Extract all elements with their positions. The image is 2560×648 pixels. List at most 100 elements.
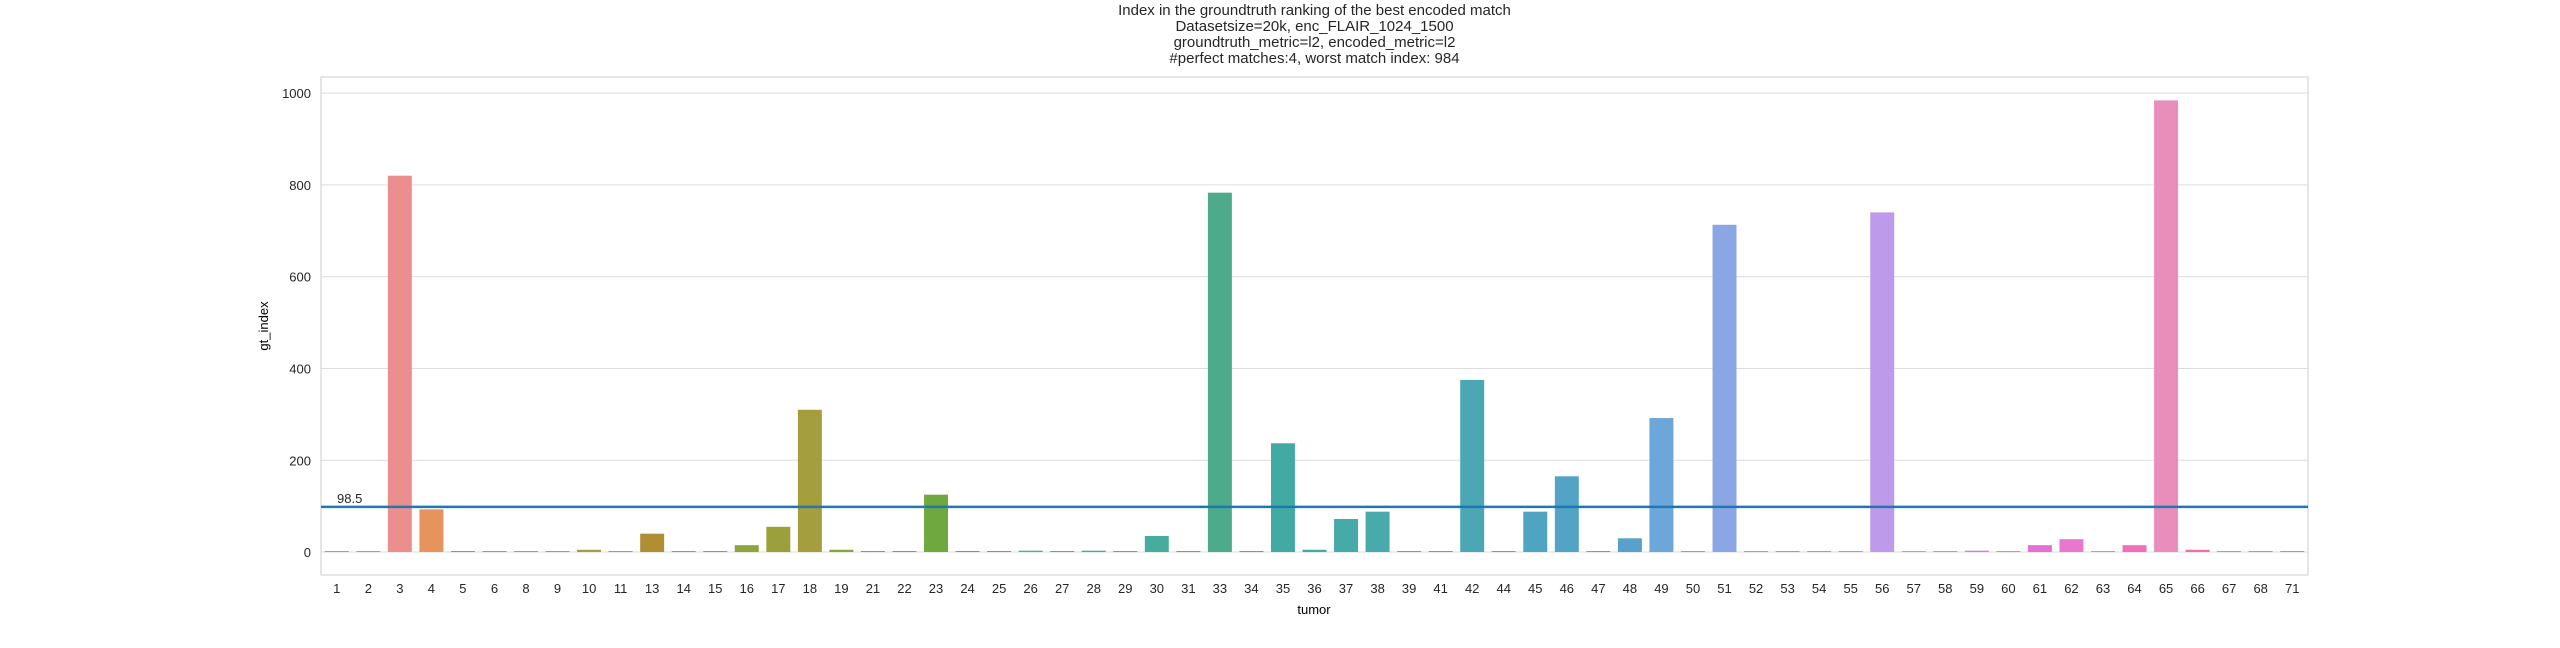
- x-tick-label: 62: [2064, 581, 2078, 596]
- bar-66: [2185, 549, 2210, 553]
- x-tick-label: 2: [365, 581, 372, 596]
- bar-53: [1775, 551, 1800, 553]
- bar-57: [1901, 551, 1926, 553]
- chart-title-line: Datasetsize=20k, enc_FLAIR_1024_1500: [1175, 18, 1453, 35]
- x-tick-label: 3: [396, 581, 403, 596]
- x-tick-label: 41: [1433, 581, 1447, 596]
- x-tick-label: 37: [1339, 581, 1353, 596]
- bar-55: [1838, 551, 1863, 553]
- bar-47: [1586, 551, 1611, 553]
- x-tick-label: 65: [2159, 581, 2173, 596]
- bar-10: [577, 549, 602, 553]
- x-tick-label: 6: [491, 581, 498, 596]
- x-tick-label: 27: [1055, 581, 1069, 596]
- bar-34: [1239, 551, 1264, 553]
- x-tick-label: 51: [1717, 581, 1731, 596]
- x-tick-label: 1: [333, 581, 340, 596]
- x-tick-label: 58: [1938, 581, 1952, 596]
- bar-54: [1807, 551, 1832, 553]
- x-tick-label: 71: [2285, 581, 2299, 596]
- bar-4: [419, 509, 444, 553]
- bars: [324, 100, 2305, 553]
- bar-27: [1050, 551, 1075, 553]
- x-tick-label: 54: [1812, 581, 1826, 596]
- x-axis-label: tumor: [1297, 602, 1331, 617]
- x-tick-label: 35: [1276, 581, 1290, 596]
- x-tick-label: 68: [2253, 581, 2267, 596]
- x-tick-label: 21: [866, 581, 880, 596]
- x-tick-label: 10: [582, 581, 596, 596]
- x-tick-label: 44: [1497, 581, 1511, 596]
- chart-title-line: Index in the groundtruth ranking of the …: [1118, 2, 1511, 19]
- x-tick-label: 56: [1875, 581, 1889, 596]
- x-tick-label: 31: [1181, 581, 1195, 596]
- x-tick-label: 30: [1150, 581, 1164, 596]
- bar-62: [2059, 539, 2084, 553]
- y-tick-label: 0: [304, 545, 311, 560]
- x-tick-label: 15: [708, 581, 722, 596]
- x-tick-label: 61: [2033, 581, 2047, 596]
- bar-16: [734, 545, 759, 553]
- x-tick-label: 4: [428, 581, 435, 596]
- bar-13: [640, 533, 665, 553]
- bar-50: [1680, 551, 1705, 553]
- x-tick-label: 19: [834, 581, 848, 596]
- bar-37: [1334, 519, 1359, 553]
- x-tick-label: 22: [897, 581, 911, 596]
- x-tick-label: 47: [1591, 581, 1605, 596]
- x-tick-label: 60: [2001, 581, 2015, 596]
- bar-44: [1491, 551, 1516, 553]
- x-tick-label: 63: [2096, 581, 2110, 596]
- x-tick-label: 57: [1907, 581, 1921, 596]
- bar-28: [1081, 550, 1106, 553]
- bar-6: [482, 551, 507, 553]
- bar-45: [1523, 511, 1548, 553]
- x-tick-label: 48: [1623, 581, 1637, 596]
- y-tick-labels: 0 200 400 600 800 1000: [282, 86, 311, 560]
- bar-52: [1744, 551, 1769, 553]
- bar-25: [987, 551, 1012, 553]
- x-tick-labels: 1 2 3 4 5 6 8 9 10 11 13 14 15 16 17 18 19 21 22 23 24 25 26 27…: [333, 581, 2299, 596]
- x-tick-label: 17: [771, 581, 785, 596]
- x-tick-label: 8: [522, 581, 529, 596]
- y-tick-label: 1000: [282, 86, 311, 101]
- bar-18: [797, 409, 822, 553]
- x-tick-label: 52: [1749, 581, 1763, 596]
- bar-51: [1712, 224, 1737, 553]
- x-tick-label: 5: [459, 581, 466, 596]
- x-tick-label: 29: [1118, 581, 1132, 596]
- bar-67: [2217, 551, 2242, 553]
- bar-63: [2091, 551, 2115, 553]
- bar-68: [2248, 551, 2273, 553]
- x-tick-label: 13: [645, 581, 659, 596]
- x-tick-label: 25: [992, 581, 1006, 596]
- x-tick-label: 49: [1654, 581, 1668, 596]
- x-tick-label: 14: [676, 581, 690, 596]
- x-tick-label: 42: [1465, 581, 1479, 596]
- x-tick-label: 53: [1780, 581, 1794, 596]
- x-tick-label: 34: [1244, 581, 1258, 596]
- x-tick-label: 45: [1528, 581, 1542, 596]
- bar-58: [1933, 551, 1958, 553]
- bar-11: [608, 551, 633, 553]
- bar-2: [356, 551, 381, 553]
- bar-8: [514, 551, 538, 553]
- x-tick-label: 9: [554, 581, 561, 596]
- x-tick-label: 67: [2222, 581, 2236, 596]
- bar-65: [2154, 100, 2179, 553]
- bar-41: [1428, 551, 1453, 553]
- bar-9: [545, 551, 570, 553]
- x-tick-label: 59: [1970, 581, 1984, 596]
- x-tick-label: 11: [614, 581, 628, 596]
- chart-title-line: #perfect matches:4, worst match index: 9…: [1169, 50, 1459, 67]
- bar-33: [1207, 192, 1232, 553]
- bar-17: [766, 526, 791, 553]
- bar-5: [450, 551, 475, 553]
- x-tick-label: 18: [803, 581, 817, 596]
- x-tick-label: 16: [740, 581, 754, 596]
- x-tick-label: 38: [1370, 581, 1384, 596]
- x-tick-label: 46: [1560, 581, 1574, 596]
- plot-area: [320, 76, 2309, 576]
- bar-31: [1176, 551, 1201, 553]
- bar-36: [1302, 549, 1327, 553]
